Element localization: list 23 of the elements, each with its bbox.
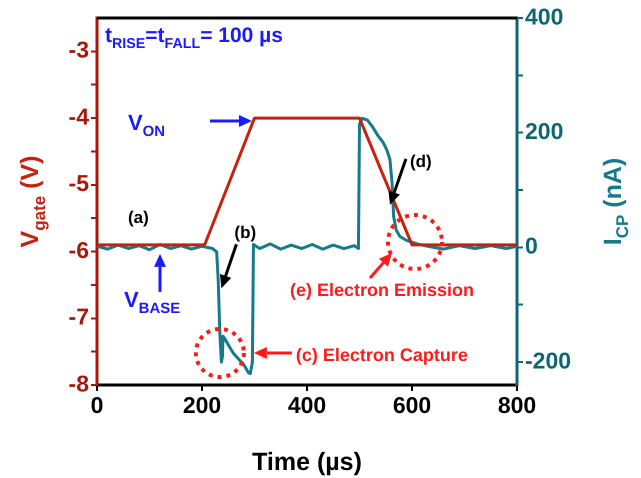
y-tick-label: -8	[68, 370, 90, 396]
y-tick-label: -4	[68, 103, 90, 130]
annotation: (c) Electron Capture	[296, 344, 468, 365]
x-axis-title: Time (µs)	[252, 448, 362, 476]
y2-tick-label: 400	[525, 3, 564, 30]
x-tick-label: 0	[90, 392, 104, 418]
annotation: (b)	[234, 223, 256, 242]
y2-axis-title: ICP (nA)	[599, 158, 632, 246]
x-tick-label: 800	[498, 392, 536, 418]
y-axis-title: Vgate (V)	[16, 156, 49, 248]
x-tick-label: 600	[392, 392, 432, 418]
y2-tick-label: -200	[525, 347, 572, 374]
x-tick-label: 200	[182, 392, 222, 418]
y-tick-label: -5	[68, 170, 90, 196]
annotation: (d)	[410, 152, 432, 171]
x-tick-label: 400	[288, 392, 326, 418]
y-tick-label: -3	[68, 36, 89, 63]
y-tick-label: -7	[68, 304, 89, 330]
annotation: (e) Electron Emission	[290, 280, 474, 300]
annotation: (a)	[128, 208, 149, 227]
y-tick-label: -6	[68, 236, 89, 263]
y2-tick-label: 0	[525, 232, 538, 259]
y2-tick-label: 200	[525, 118, 564, 144]
